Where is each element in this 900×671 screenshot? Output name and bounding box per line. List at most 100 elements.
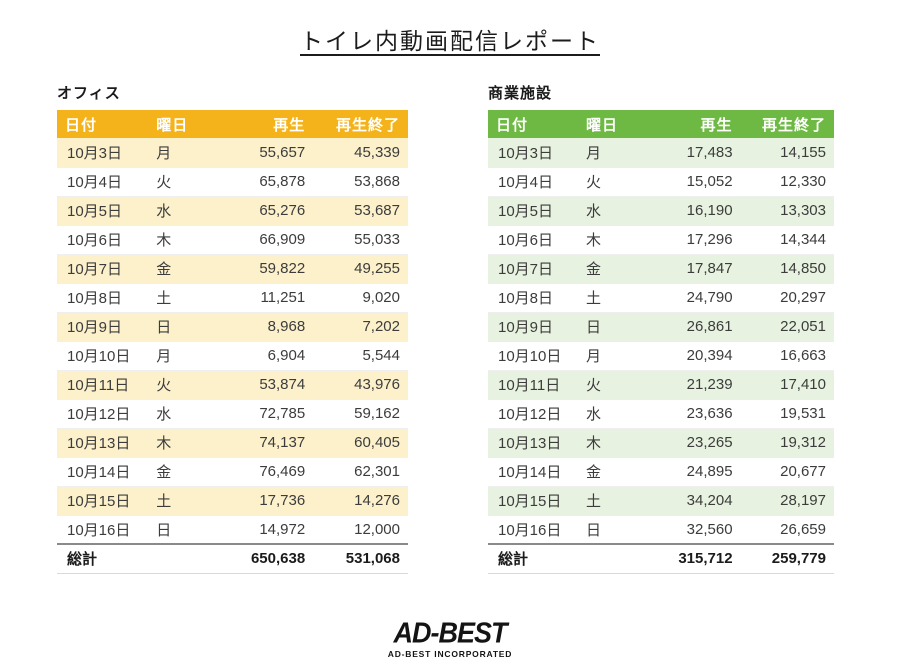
table-row: 10月10日月 6,904 5,544 (57, 341, 408, 371)
tables-container: オフィス 日付 曜日 再生 再生終了 10月3日月 55,657 45,339 10月… (0, 82, 900, 574)
completions-cell: 59,162 (313, 399, 408, 429)
weekday-cell: 水 (148, 399, 208, 429)
total-label: 総計 (57, 543, 149, 574)
plays-cell: 17,847 (636, 254, 741, 284)
plays-cell: 24,790 (636, 283, 741, 313)
completions-cell: 14,155 (740, 138, 834, 168)
completions-cell: 22,051 (740, 312, 834, 342)
date-cell: 10月3日 (57, 138, 149, 168)
commercial-total-row: 総計 315,712 259,779 (488, 543, 834, 574)
date-cell: 10月4日 (488, 167, 578, 197)
date-cell: 10月12日 (488, 399, 578, 429)
date-cell: 10月11日 (57, 370, 149, 400)
column-header-date: 日付 (57, 110, 149, 138)
date-cell: 10月6日 (488, 225, 578, 255)
date-cell: 10月15日 (57, 486, 149, 516)
completions-cell: 60,405 (313, 428, 408, 458)
table-row: 10月13日木 23,265 19,312 (488, 428, 834, 458)
table-row: 10月5日水 16,190 13,303 (488, 196, 834, 226)
completions-cell: 19,312 (740, 428, 834, 458)
plays-cell: 53,874 (207, 370, 314, 400)
weekday-cell: 月 (577, 341, 637, 371)
date-cell: 10月8日 (488, 283, 578, 313)
weekday-cell: 日 (148, 312, 208, 342)
completions-cell: 19,531 (740, 399, 834, 429)
plays-cell: 26,861 (636, 312, 741, 342)
completions-cell: 7,202 (313, 312, 408, 342)
weekday-cell: 土 (148, 283, 208, 313)
table-row: 10月8日土 24,790 20,297 (488, 283, 834, 313)
adbest-logo-wordmark: AD-BEST (393, 617, 508, 649)
plays-cell: 76,469 (207, 457, 314, 487)
office-table-section: オフィス 日付 曜日 再生 再生終了 10月3日月 55,657 45,339 10月… (57, 82, 408, 574)
plays-cell: 65,878 (207, 167, 314, 197)
plays-cell: 23,636 (636, 399, 741, 429)
date-cell: 10月14日 (488, 457, 578, 487)
office-header-row: 日付 曜日 再生 再生終了 (57, 110, 408, 138)
table-row: 10月3日月 55,657 45,339 (57, 138, 408, 168)
completions-cell: 49,255 (313, 254, 408, 284)
table-row: 10月7日金 59,822 49,255 (57, 254, 408, 284)
table-row: 10月10日月 20,394 16,663 (488, 341, 834, 371)
total-label: 総計 (488, 543, 578, 574)
page-title: トイレ内動画配信レポート (300, 29, 600, 55)
plays-cell: 17,483 (636, 138, 741, 168)
plays-cell: 34,204 (636, 486, 741, 516)
table-row: 10月14日金 24,895 20,677 (488, 457, 834, 487)
plays-cell: 32,560 (636, 515, 741, 545)
completions-cell: 14,276 (313, 486, 408, 516)
date-cell: 10月9日 (488, 312, 578, 342)
table-row: 10月11日火 21,239 17,410 (488, 370, 834, 400)
office-section-label: オフィス (57, 85, 121, 102)
total-completions: 259,779 (740, 543, 834, 574)
date-cell: 10月7日 (488, 254, 578, 284)
column-header-completions: 再生終了 (740, 110, 834, 138)
date-cell: 10月5日 (488, 196, 578, 226)
date-cell: 10月14日 (57, 457, 149, 487)
weekday-cell: 水 (577, 399, 637, 429)
plays-cell: 8,968 (207, 312, 314, 342)
weekday-cell: 木 (577, 225, 637, 255)
plays-cell: 72,785 (207, 399, 314, 429)
total-completions: 531,068 (313, 543, 408, 574)
plays-cell: 21,239 (636, 370, 741, 400)
plays-cell: 66,909 (207, 225, 314, 255)
completions-cell: 20,297 (740, 283, 834, 313)
weekday-cell: 木 (148, 428, 208, 458)
column-header-weekday: 曜日 (148, 110, 208, 138)
table-row: 10月15日土 34,204 28,197 (488, 486, 834, 516)
plays-cell: 15,052 (636, 167, 741, 197)
date-cell: 10月12日 (57, 399, 149, 429)
adbest-logo: AD-BEST AD-BEST INCORPORATED (0, 617, 900, 659)
office-total-row: 総計 650,638 531,068 (57, 543, 408, 574)
date-cell: 10月15日 (488, 486, 578, 516)
weekday-cell: 土 (577, 486, 637, 516)
completions-cell: 5,544 (313, 341, 408, 371)
completions-cell: 12,330 (740, 167, 834, 197)
table-row: 10月6日木 17,296 14,344 (488, 225, 834, 255)
completions-cell: 20,677 (740, 457, 834, 487)
weekday-cell: 火 (577, 370, 637, 400)
plays-cell: 14,972 (207, 515, 314, 545)
table-row: 10月16日日 32,560 26,659 (488, 515, 834, 545)
date-cell: 10月8日 (57, 283, 149, 313)
column-header-weekday: 曜日 (577, 110, 637, 138)
completions-cell: 13,303 (740, 196, 834, 226)
completions-cell: 53,868 (313, 167, 408, 197)
date-cell: 10月5日 (57, 196, 149, 226)
weekday-cell: 日 (577, 515, 637, 545)
completions-cell: 12,000 (313, 515, 408, 545)
weekday-cell: 火 (148, 167, 208, 197)
completions-cell: 17,410 (740, 370, 834, 400)
date-cell: 10月13日 (488, 428, 578, 458)
plays-cell: 55,657 (207, 138, 314, 168)
column-header-date: 日付 (488, 110, 578, 138)
table-row: 10月9日日 26,861 22,051 (488, 312, 834, 342)
completions-cell: 45,339 (313, 138, 408, 168)
weekday-cell: 木 (577, 428, 637, 458)
weekday-cell: 水 (577, 196, 637, 226)
weekday-cell: 土 (148, 486, 208, 516)
plays-cell: 23,265 (636, 428, 741, 458)
date-cell: 10月4日 (57, 167, 149, 197)
plays-cell: 17,296 (636, 225, 741, 255)
